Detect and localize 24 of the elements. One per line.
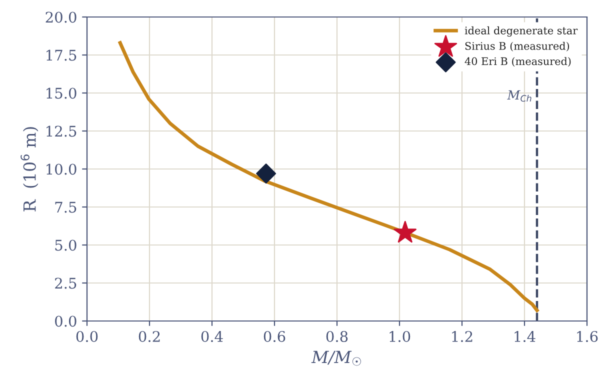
x-tick-label: 0.4: [201, 330, 223, 342]
x-tick-label: 0.6: [264, 330, 286, 342]
x-tick-label: 1.0: [390, 330, 410, 342]
legend-label: ideal degenerate star: [464, 26, 578, 37]
y-tick-label: 17.5: [46, 50, 76, 61]
x-tick-label: 1.6: [577, 330, 598, 342]
y-tick-label: 0.0: [55, 316, 76, 327]
x-tick-label: 0.0: [76, 330, 98, 342]
x-axis-title: M/M$_{☉}$: [311, 350, 361, 366]
y-axis-title: R (10$^{6}$ m): [20, 127, 38, 212]
y-tick-label: 5.0: [55, 240, 76, 251]
y-tick-label: 7.5: [55, 202, 76, 213]
x-tick-label: 0.8: [326, 330, 348, 342]
x-tick-label: 0.2: [138, 330, 160, 342]
y-tick-label: 10.0: [46, 164, 76, 175]
y-tick-label: 2.5: [55, 278, 76, 289]
ref-line-label: M$_{Ch}$: [507, 90, 532, 102]
y-tick-label: 15.0: [46, 88, 76, 99]
x-tick-label: 1.4: [514, 330, 536, 342]
y-tick-label: 12.5: [46, 126, 76, 137]
legend-label: 40 Eri B (measured): [464, 57, 571, 67]
x-tick-label: 1.2: [452, 330, 472, 342]
y-tick-label: 20.0: [46, 12, 76, 23]
legend-label: Sirius B (measured): [465, 42, 570, 52]
